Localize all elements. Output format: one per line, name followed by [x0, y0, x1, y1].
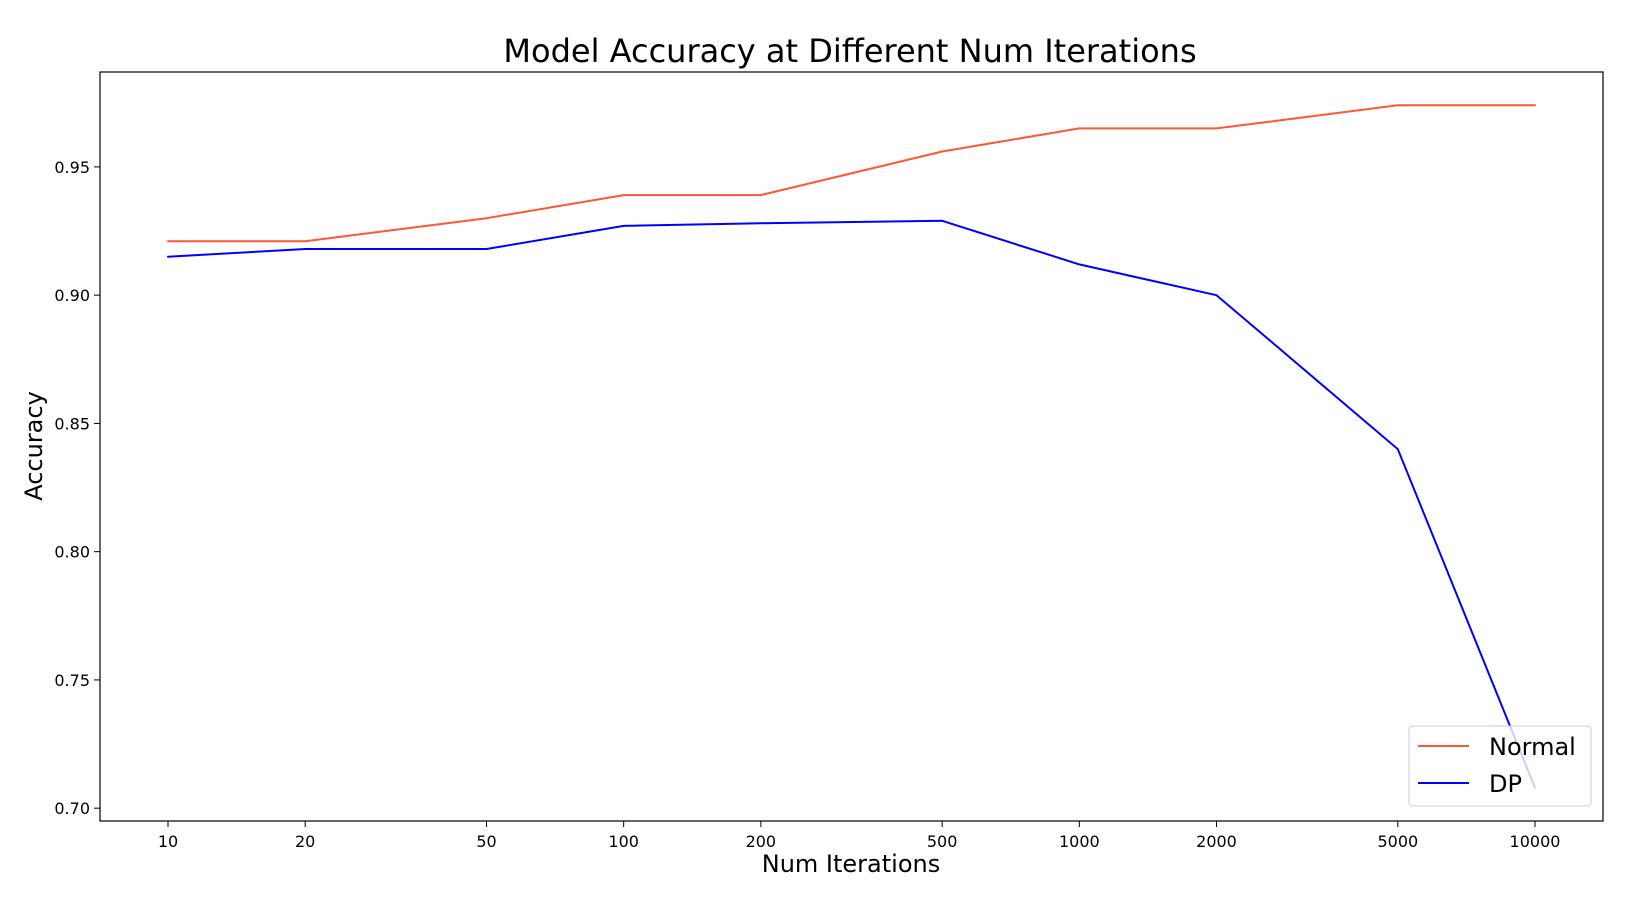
y-tick-label: 0.90 — [54, 286, 90, 305]
x-tick-label: 5000 — [1377, 832, 1418, 851]
x-tick-label: 10 — [158, 832, 178, 851]
y-axis: 0.70 0.75 0.80 0.85 0.90 0.95 — [54, 158, 100, 818]
y-tick-label: 0.80 — [54, 543, 90, 562]
y-tick-label: 0.70 — [54, 799, 90, 818]
x-tick-label: 1000 — [1059, 832, 1100, 851]
legend-label-normal: Normal — [1489, 733, 1576, 761]
x-tick-label: 10000 — [1510, 832, 1561, 851]
legend: Normal DP — [1408, 725, 1592, 807]
x-tick-label: 50 — [476, 832, 496, 851]
legend-label-dp: DP — [1489, 770, 1522, 798]
series-line-dp — [167, 219, 1536, 789]
x-axis: 10 20 50 100 200 500 1000 2000 5000 10000 — [158, 821, 1561, 851]
x-tick-label: 500 — [927, 832, 958, 851]
x-axis-label: Num Iterations — [762, 850, 940, 878]
y-tick-label: 0.75 — [54, 671, 90, 690]
plot-area — [167, 104, 1536, 789]
y-tick-label: 0.85 — [54, 414, 90, 433]
x-tick-label: 20 — [295, 832, 315, 851]
series-line-normal — [167, 104, 1536, 243]
x-tick-label: 100 — [608, 832, 639, 851]
y-tick-label: 0.95 — [54, 158, 90, 177]
chart-title: Model Accuracy at Different Num Iteratio… — [503, 32, 1196, 70]
x-tick-label: 2000 — [1196, 832, 1237, 851]
plot-frame — [99, 71, 1604, 822]
x-tick-label: 200 — [746, 832, 777, 851]
y-axis-label: Accuracy — [20, 391, 48, 501]
